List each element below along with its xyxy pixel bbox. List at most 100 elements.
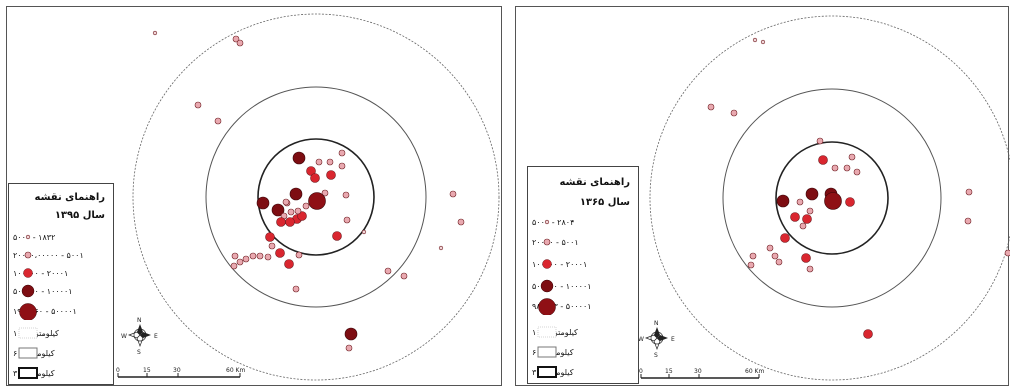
legend-class-3: ۲۰۰۰۱ - ۱۰۰۰۰۰ (13, 264, 109, 282)
settlement-point (276, 217, 286, 227)
north-arrow-icon (645, 327, 668, 350)
legend-ring-symbol (537, 366, 557, 378)
legend-year: سال ۱۳۶۵ (579, 197, 630, 208)
map-legend: راهنمای نقشه سال ۱۳۹۵ ۱۸۳۲ - ۵۰۰۰ ۵۰۰۱ -… (8, 183, 114, 385)
settlement-point (843, 164, 851, 172)
settlement-point (310, 173, 320, 183)
legend-class-symbol (538, 298, 556, 315)
settlement-point (302, 202, 310, 210)
settlement-point (845, 197, 855, 207)
settlement-point (285, 217, 295, 227)
legend-class-symbol (543, 238, 551, 246)
settlement-point (345, 344, 353, 352)
settlement-point (771, 252, 779, 260)
scale-tick-60: 60 Km (745, 368, 764, 375)
legend-ring-symbol (18, 367, 38, 379)
settlement-point (308, 192, 326, 210)
settlement-point (799, 222, 807, 230)
legend-ring-symbol (18, 347, 38, 359)
settlement-points (707, 37, 1010, 339)
settlement-point (271, 203, 285, 217)
settlement-point (264, 253, 272, 261)
settlement-point (438, 245, 444, 251)
settlement-point (805, 187, 819, 201)
settlement-point (343, 216, 351, 224)
settlement-point (338, 149, 346, 157)
legend-class-symbol (542, 259, 552, 269)
east-letter: E (154, 333, 158, 340)
settlement-point (265, 232, 275, 242)
settlement-point (806, 265, 814, 273)
settlement-point (287, 208, 295, 216)
settlement-point (449, 190, 457, 198)
legend-ring-label: کیلومتری ۳۰ (13, 368, 55, 378)
settlement-point (806, 207, 814, 215)
legend-title: راهنمای نقشه (34, 192, 106, 203)
legend-ring-symbol (537, 346, 557, 358)
settlement-point (326, 170, 336, 180)
legend-year: سال ۱۳۹۵ (54, 210, 105, 221)
settlement-point (214, 117, 222, 125)
settlement-point (780, 233, 790, 243)
north-letter: N (137, 317, 142, 324)
south-letter: S (654, 352, 658, 359)
settlement-point (802, 214, 812, 224)
settlement-point (289, 187, 303, 201)
legend-class-symbol (25, 234, 31, 240)
legend-class-symbol (21, 284, 35, 298)
settlement-point (282, 198, 290, 206)
legend-class-2: ۵۰۰۱ - ۲۰۰۰۰،۰۰۰۰۰ (13, 246, 109, 264)
legend-class-label: ۱۸۳۲ - ۵۰۰۰ (13, 232, 56, 242)
legend-ring-60: کیلومتری ۶۰ (532, 343, 634, 361)
legend-class-label: ۵۰۰۱ - ۲۰۰۰۰،۰۰۰۰۰ (13, 250, 84, 260)
settlement-point (749, 252, 757, 260)
scale-tick-30: 30 (173, 367, 181, 374)
settlement-point (268, 242, 276, 250)
settlement-point (775, 258, 783, 266)
scale-tick-15: 15 (665, 368, 673, 375)
settlement-point (321, 189, 329, 197)
settlement-point (384, 267, 392, 275)
ring-100km (132, 13, 500, 381)
settlement-point (965, 188, 973, 196)
settlement-point (194, 101, 202, 109)
settlement-point (236, 39, 244, 47)
settlement-point (816, 137, 824, 145)
settlement-point (275, 248, 285, 258)
map-canvas: N S E W 0 15 30 60 Km (638, 15, 1010, 381)
settlement-point (707, 103, 715, 111)
scale-tick-30: 30 (694, 368, 702, 375)
legend-class-2: ۵۰۰۱ - ۲۰۰۰۰ (532, 233, 634, 251)
settlement-point (294, 207, 302, 215)
ring-60km (722, 88, 942, 308)
settlement-point (400, 272, 408, 280)
settlement-point (790, 212, 800, 222)
legend-class-5: ۵۰۰۰۰۱ - ۱۹۶۱۲۶۰ (13, 302, 109, 320)
settlement-point (457, 218, 465, 226)
ring-100km (649, 15, 1010, 381)
settlement-point (801, 253, 811, 263)
scale-bar: 0 15 30 60 Km (639, 368, 764, 379)
settlement-point (295, 251, 303, 259)
settlement-point (361, 229, 367, 235)
north-arrow-icon (128, 324, 151, 347)
legend-class-symbol (23, 268, 33, 278)
settlement-point (342, 191, 350, 199)
map-canvas: N S E W 0 15 30 60 Km (116, 13, 500, 381)
settlement-point (332, 231, 342, 241)
settlement-point (1004, 249, 1010, 257)
legend-ring-label: کیلومتری ۶۰ (532, 347, 574, 357)
settlement-point (315, 158, 323, 166)
settlement-point (338, 162, 346, 170)
legend-class-1: ۲۸۰۴ - ۵۰۰۰ (532, 213, 634, 231)
settlement-point (232, 35, 240, 43)
settlement-point (848, 153, 856, 161)
settlement-point (752, 37, 758, 43)
legend-ring-60: کیلومتری ۶۰ (13, 344, 109, 362)
map-panel-1395: N S E W 0 15 30 60 Km راهنمای نقشه سال ۱… (6, 6, 502, 386)
legend-ring-30: کیلومتری ۳۰ (13, 364, 109, 382)
legend-class-5: ۵۰۰۰۰۱ - ۹۸۶۸۵۳ (532, 297, 634, 315)
legend-class-symbol (24, 251, 32, 259)
settlement-point (256, 196, 270, 210)
settlement-points (152, 30, 465, 352)
